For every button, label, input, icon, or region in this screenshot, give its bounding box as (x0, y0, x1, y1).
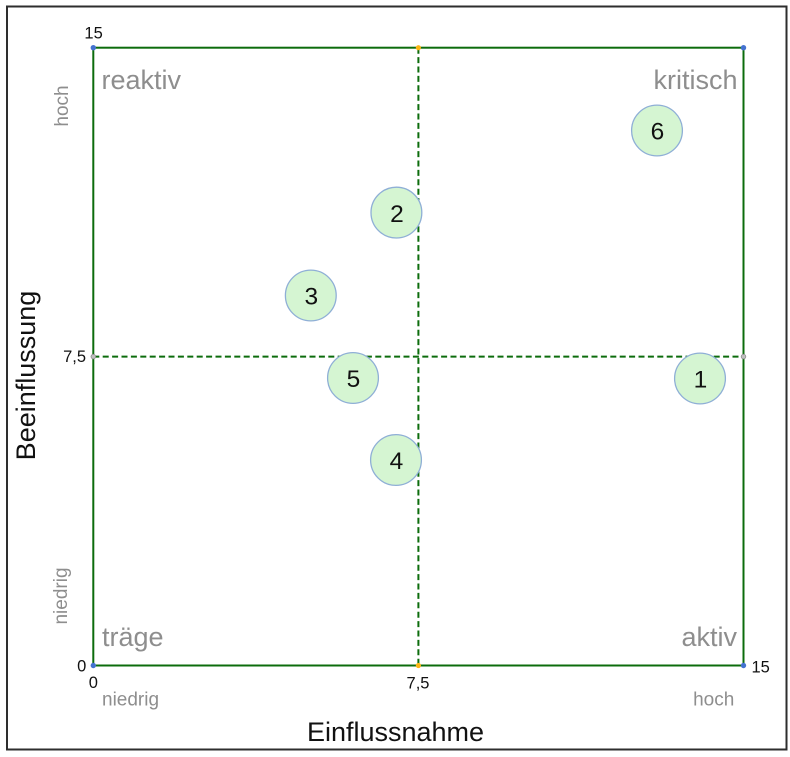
svg-text:7,5: 7,5 (407, 674, 430, 692)
svg-text:hoch: hoch (52, 85, 73, 126)
svg-text:4: 4 (390, 448, 404, 475)
svg-text:hoch: hoch (693, 690, 734, 711)
svg-text:0: 0 (89, 674, 98, 692)
svg-text:2: 2 (390, 201, 404, 228)
svg-text:7,5: 7,5 (63, 348, 86, 366)
svg-text:aktiv: aktiv (681, 622, 737, 652)
svg-text:5: 5 (347, 366, 361, 393)
svg-text:träge: träge (102, 622, 164, 652)
svg-text:niedrig: niedrig (102, 690, 159, 711)
svg-text:15: 15 (752, 659, 770, 677)
svg-text:1: 1 (694, 367, 708, 394)
svg-text:6: 6 (651, 119, 665, 146)
svg-text:Beeinflussung: Beeinflussung (11, 291, 41, 461)
svg-text:Einflussnahme: Einflussnahme (307, 717, 484, 747)
svg-text:niedrig: niedrig (51, 567, 72, 624)
svg-text:3: 3 (304, 284, 318, 311)
svg-text:15: 15 (84, 25, 102, 43)
svg-text:0: 0 (77, 658, 86, 676)
svg-text:reaktiv: reaktiv (102, 65, 182, 95)
svg-text:kritisch: kritisch (653, 65, 737, 95)
